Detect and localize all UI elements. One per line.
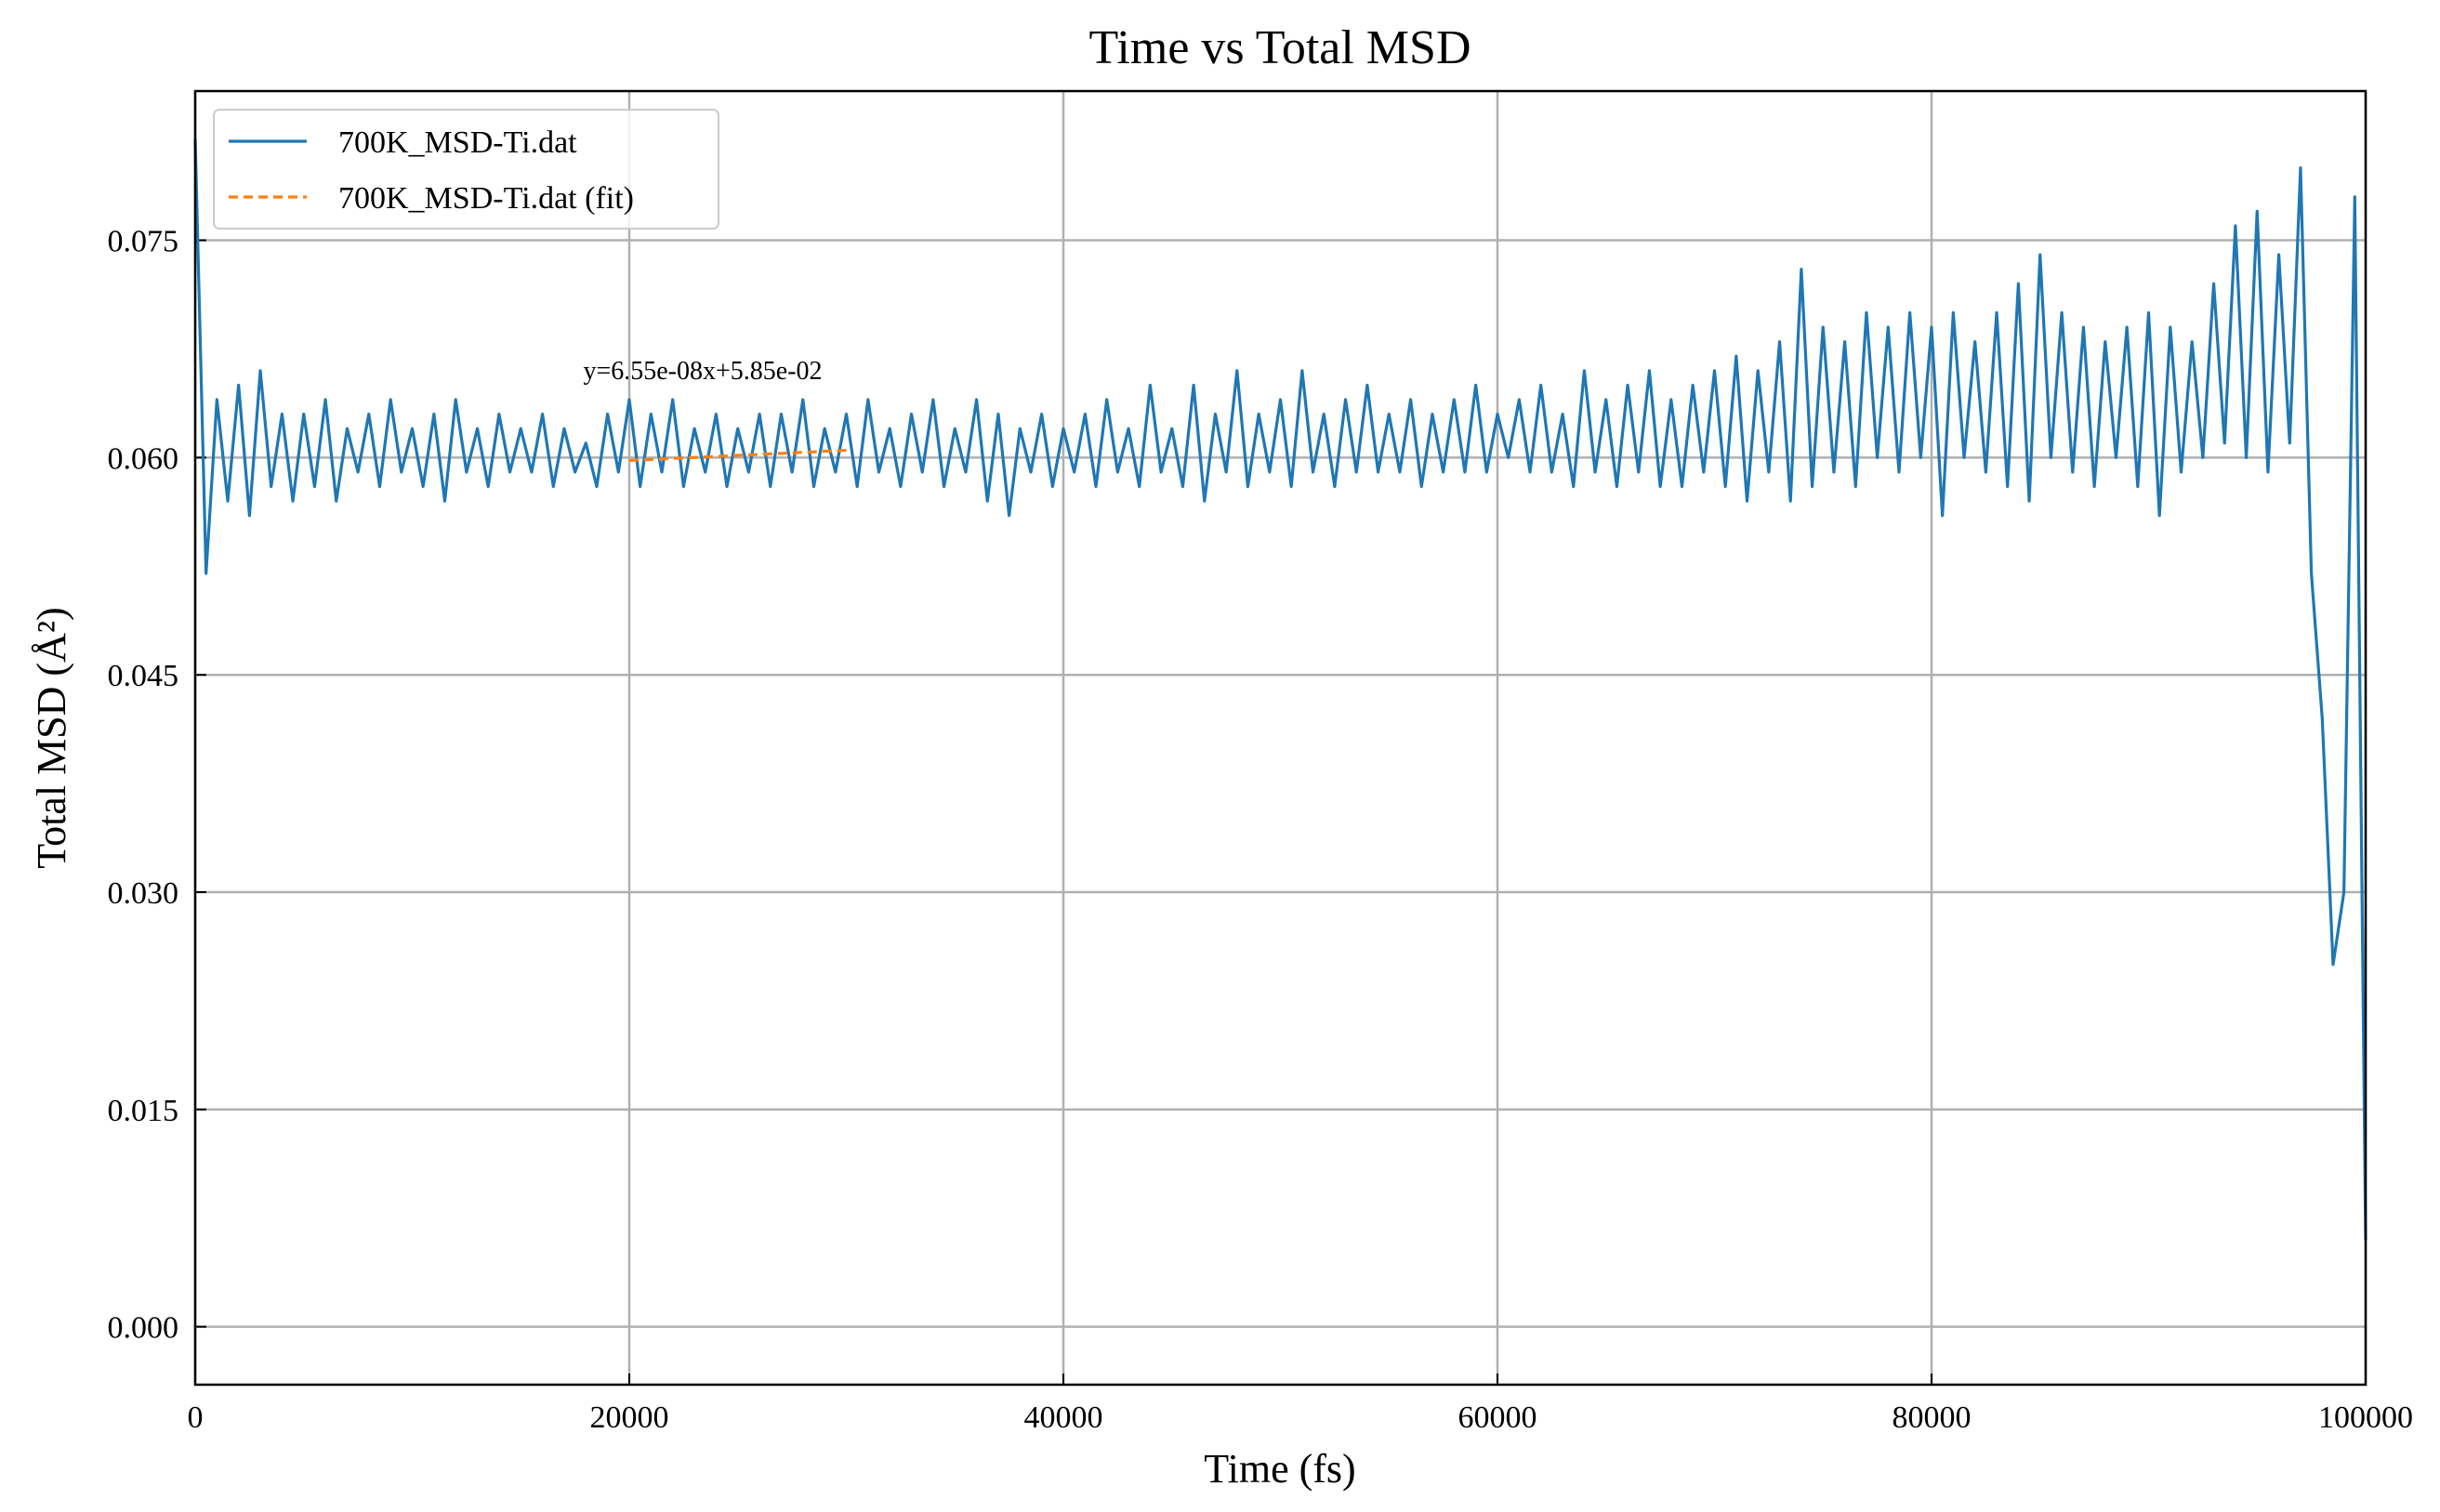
legend-box xyxy=(213,109,719,230)
x-axis-label: Time (fs) xyxy=(1204,1446,1355,1492)
legend-label: 700K_MSD-Ti.dat (fit) xyxy=(338,181,634,216)
y-tick-label: 0.075 xyxy=(108,225,179,259)
chart-title: Time vs Total MSD xyxy=(1088,21,1471,74)
legend-label: 700K_MSD-Ti.dat xyxy=(338,125,577,160)
y-axis-label: Total MSD (Å²) xyxy=(29,607,74,868)
x-tick-label: 0 xyxy=(188,1400,204,1435)
y-tick-label: 0.045 xyxy=(108,659,179,693)
y-tick-label: 0.060 xyxy=(108,441,179,476)
plot-frame xyxy=(193,89,2367,1387)
series-line xyxy=(193,138,2367,1241)
x-tick-label: 20000 xyxy=(590,1400,669,1435)
fit-annotation: y=6.55e-08x+5.85e-02 xyxy=(583,357,822,386)
x-tick-label: 80000 xyxy=(1893,1400,1972,1435)
x-tick-label: 40000 xyxy=(1024,1400,1103,1435)
y-tick-label: 0.015 xyxy=(108,1094,179,1128)
x-tick-label: 60000 xyxy=(1458,1400,1537,1435)
x-tick-label: 100000 xyxy=(2318,1400,2413,1435)
y-tick-label: 0.000 xyxy=(108,1311,179,1346)
y-tick-label: 0.030 xyxy=(108,876,179,911)
series-line xyxy=(628,448,847,463)
